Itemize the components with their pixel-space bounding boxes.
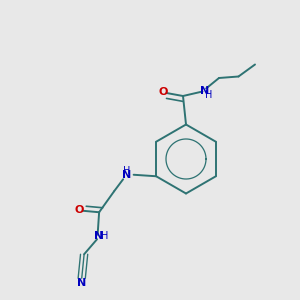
Text: O: O xyxy=(74,205,83,215)
Text: H: H xyxy=(123,166,131,176)
Text: H: H xyxy=(206,90,213,100)
Text: N: N xyxy=(77,278,86,288)
Text: N: N xyxy=(94,231,103,241)
Text: H: H xyxy=(100,231,108,241)
Text: N: N xyxy=(122,170,132,180)
Text: N: N xyxy=(200,85,209,96)
Text: O: O xyxy=(158,87,168,97)
